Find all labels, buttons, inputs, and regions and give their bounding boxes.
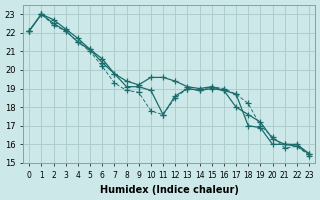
X-axis label: Humidex (Indice chaleur): Humidex (Indice chaleur) bbox=[100, 185, 239, 195]
